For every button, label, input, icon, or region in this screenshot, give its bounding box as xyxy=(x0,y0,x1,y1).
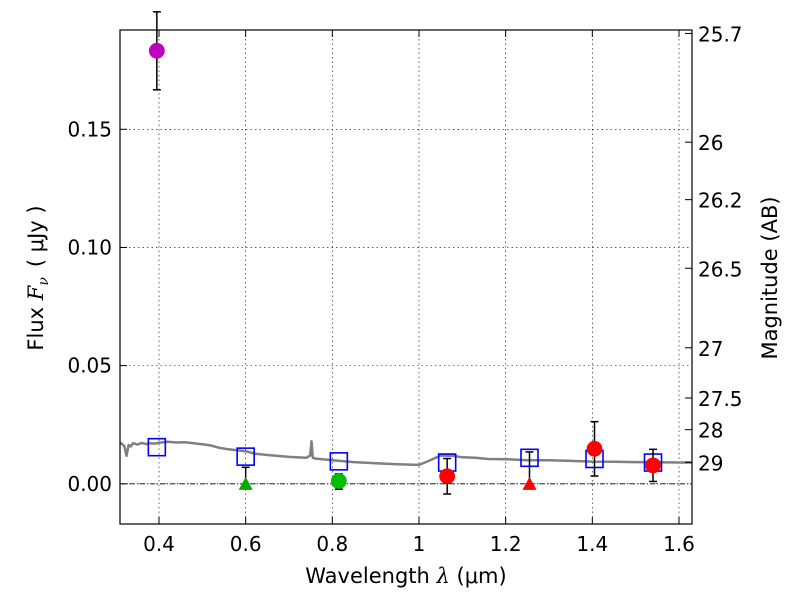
data-circle-marker xyxy=(645,457,661,474)
grid-lines xyxy=(120,30,692,524)
x-tick-label: 0.6 xyxy=(230,532,262,556)
y-tick-label: 0.15 xyxy=(67,117,112,141)
model-square-marker xyxy=(329,452,349,471)
data-circle-marker xyxy=(148,42,165,59)
mag-tick-label: 27 xyxy=(698,337,723,361)
mag-tick-label: 26.2 xyxy=(698,189,743,213)
x-tick-label: 1 xyxy=(413,532,426,556)
x-tick-label: 1.4 xyxy=(576,532,608,556)
mag-tick-label: 25.7 xyxy=(698,22,743,46)
model-spectrum xyxy=(119,440,692,467)
plot-frame xyxy=(119,29,693,525)
y-tick-label: 0.10 xyxy=(67,235,112,259)
data-circle-marker xyxy=(330,473,347,489)
model-square-marker xyxy=(236,447,255,466)
x-tick-label: 0.8 xyxy=(316,532,348,556)
mag-tick-label: 26 xyxy=(698,131,723,155)
data-circle-marker xyxy=(586,440,603,457)
x-axis-label: Wavelength λ (μm) xyxy=(305,564,506,588)
model-spectrum-line xyxy=(119,440,692,467)
y-axis-label: Flux Fν( μJy ) xyxy=(24,205,52,350)
magnitude-axis-label: Magnitude (AB) xyxy=(758,196,782,359)
x-tick-label: 0.4 xyxy=(143,532,175,556)
x-tick-label: 1.6 xyxy=(663,532,695,556)
data-markers xyxy=(147,11,663,495)
tick-labels: 0.4 0.6 0.8 1 1.2 1.4 1.6 0.00 0.05 0.10 0.15 25.7 2… xyxy=(67,22,742,556)
data-circle-marker xyxy=(439,468,456,485)
x-tick-label: 1.2 xyxy=(490,532,522,556)
y-tick-label: 0.05 xyxy=(67,354,112,378)
axis-ticks xyxy=(120,30,692,524)
mag-tick-label: 27.5 xyxy=(698,387,743,411)
model-square-marker xyxy=(147,437,167,457)
upper-limit-triangle xyxy=(238,476,253,490)
y-tick-label: 0.00 xyxy=(67,472,112,496)
mag-tick-label: 28 xyxy=(698,419,723,443)
upper-limit-triangle xyxy=(522,476,537,490)
mag-tick-label: 26.5 xyxy=(698,257,743,281)
mag-tick-label: 29 xyxy=(698,451,723,475)
